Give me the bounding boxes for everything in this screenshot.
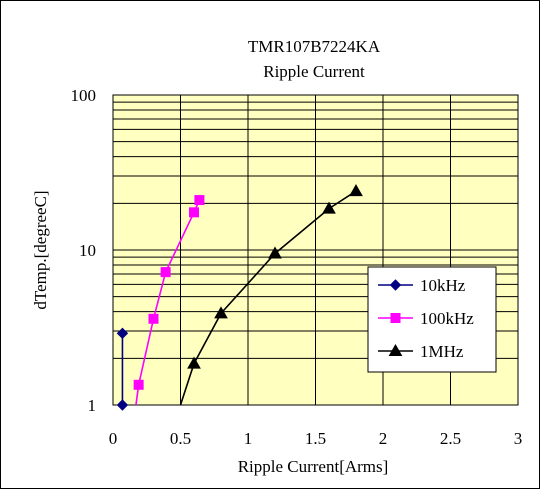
series-line-1mhz	[179, 190, 357, 406]
y-tick-label: 10	[79, 241, 96, 260]
data-point-10khz	[116, 399, 129, 411]
y-axis-ticks: 1 10 100	[71, 86, 97, 415]
series-layer	[116, 184, 363, 411]
x-tick-label: 0.5	[170, 429, 191, 448]
y-axis-label: dTemp.[degreeC]	[31, 190, 50, 309]
x-tick-label: 3	[514, 429, 523, 448]
x-axis-label: Ripple Current[Arms]	[238, 457, 389, 476]
legend-marker-10khz	[389, 279, 402, 291]
data-point-1mhz	[322, 201, 336, 214]
legend-marker-100khz	[390, 313, 401, 323]
data-point-1mhz	[268, 246, 282, 259]
x-tick-label: 1	[244, 429, 253, 448]
y-tick-label: 1	[88, 396, 97, 415]
legend-label: 1MHz	[420, 342, 464, 361]
data-point-1mhz	[349, 184, 363, 197]
legend-label: 10kHz	[420, 276, 466, 295]
data-point-100khz	[148, 313, 159, 324]
data-point-100khz	[160, 267, 171, 278]
data-point-100khz	[189, 207, 199, 218]
legend-label: 100kHz	[420, 309, 474, 328]
chart-title: TMR107B7224KA	[248, 37, 381, 56]
data-point-100khz	[133, 379, 144, 390]
x-axis-ticks: 0 0.5 1 1.5 2 2.5 3	[109, 429, 523, 448]
data-point-10khz	[116, 327, 129, 340]
y-tick-label: 100	[71, 86, 97, 105]
x-tick-label: 2.5	[440, 429, 461, 448]
data-point-1mhz	[214, 306, 228, 319]
legend: 10kHz 100kHz 1MHz	[367, 266, 497, 373]
data-point-1mhz	[187, 356, 201, 369]
legend-marker-1mhz	[388, 343, 403, 356]
x-tick-label: 1.5	[305, 429, 326, 448]
x-tick-label: 2	[379, 429, 388, 448]
x-tick-label: 0	[109, 429, 118, 448]
data-point-100khz	[194, 195, 205, 206]
chart-subtitle: Ripple Current	[263, 62, 365, 81]
